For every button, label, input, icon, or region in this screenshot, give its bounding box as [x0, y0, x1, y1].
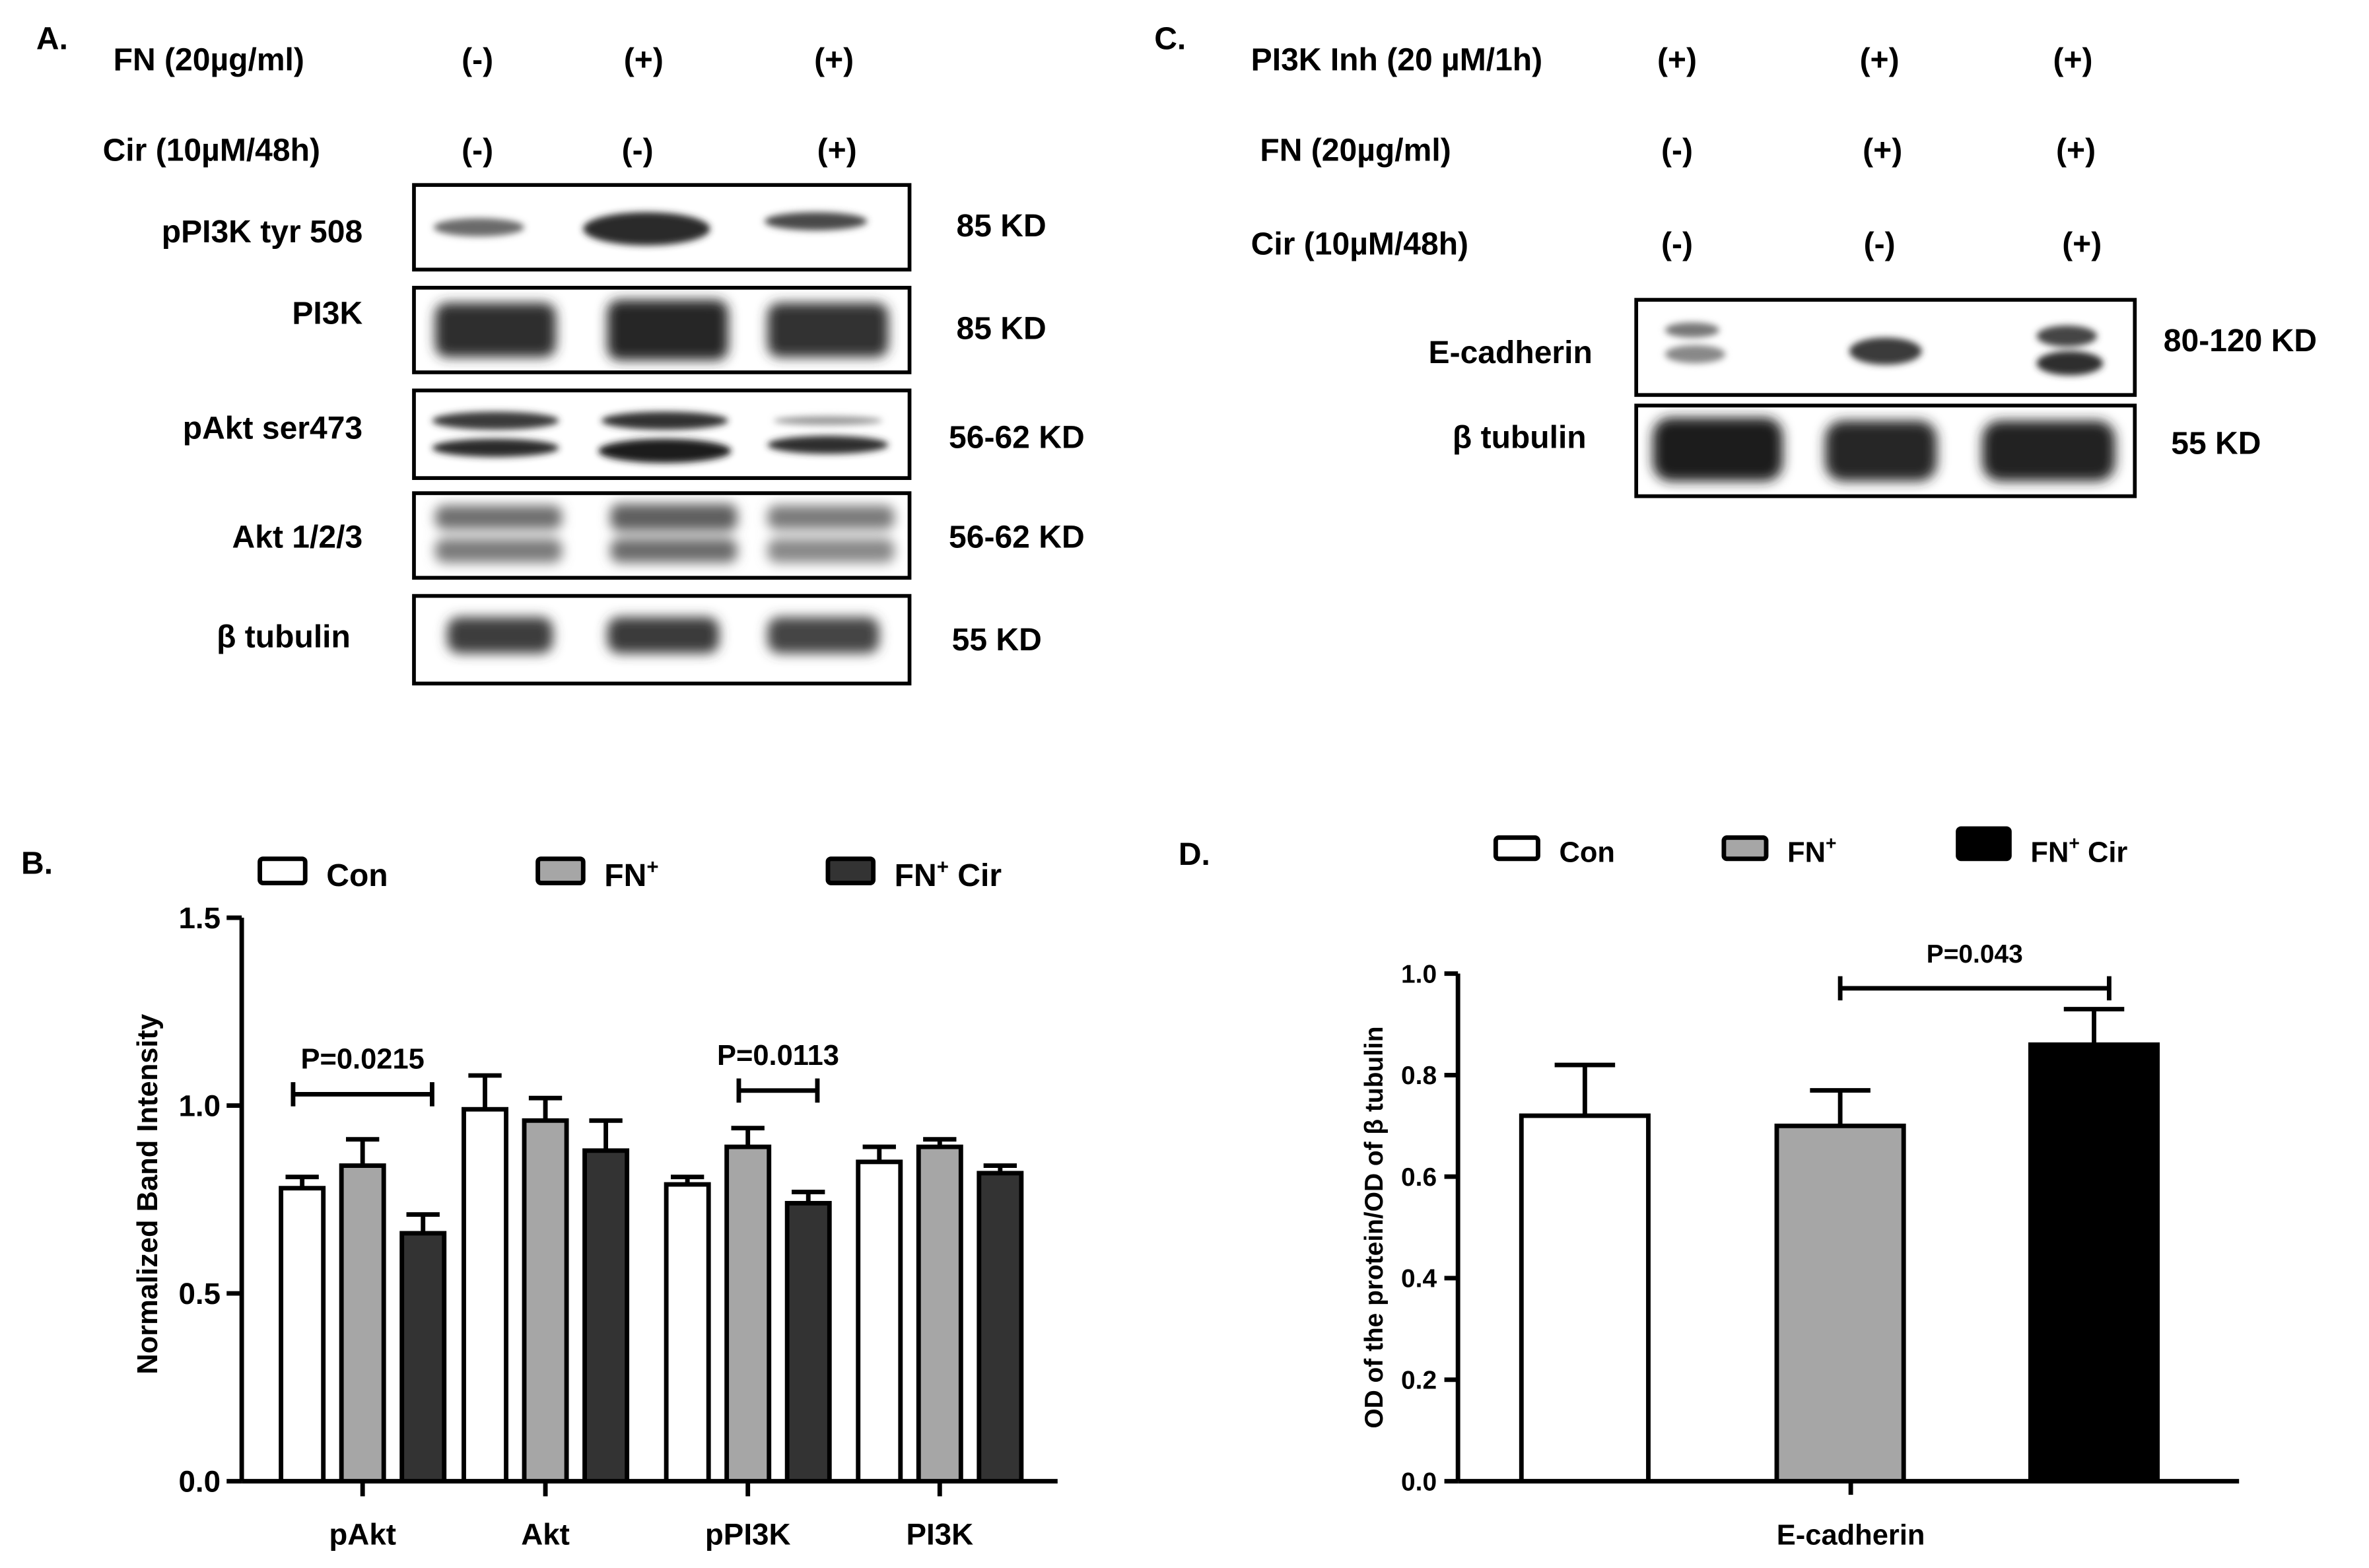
c-cond-cir-lane1: (-): [1661, 226, 1693, 261]
b-legend-2-label: FN+ Cir: [895, 856, 1002, 893]
b-p-value: P=0.0113: [717, 1040, 839, 1072]
c-cond-fn-lane3: (+): [2056, 133, 2096, 168]
blot-tubulin-c-bands: [1653, 417, 2115, 481]
a-cond-cir-lane2: (-): [622, 133, 654, 168]
c-cond-fn-lane1: (-): [1661, 133, 1693, 168]
d-y-axis-label: OD of the protein/OD of β tubulin: [1360, 1027, 1389, 1429]
b-bar: [279, 1186, 326, 1483]
b-bar: [462, 1107, 509, 1483]
blot-size-akt: 56-62 KD: [949, 520, 1085, 555]
d-p-value: P=0.043: [1927, 940, 2023, 969]
d-y-tick-label: 0.2: [1401, 1366, 1437, 1394]
panel-b-chart: B. Normalized Band Intensity 0.0 0.5 1.0 1.…: [21, 846, 1058, 1551]
c-cond-label-cir: Cir (10µM/48h): [1251, 226, 1468, 261]
panel-c: C. PI3K Inh (20 µM/1h) (+) (+) (+) FN (2…: [1154, 21, 2317, 498]
c-cond-inh-lane1: (+): [1657, 42, 1697, 77]
d-bar: [1519, 1113, 1651, 1483]
c-cond-label-inh: PI3K Inh (20 µM/1h): [1251, 42, 1542, 77]
b-x-tick-label: pAkt: [329, 1518, 396, 1551]
b-bar: [724, 1144, 772, 1483]
blot-size-pakt: 56-62 KD: [949, 420, 1085, 455]
b-legend-1-label: FN+: [604, 856, 658, 893]
d-y-tick-label: 0.4: [1401, 1265, 1437, 1293]
d-legend-0-swatch: [1493, 835, 1540, 862]
b-bar: [856, 1159, 903, 1483]
b-bar: [399, 1231, 447, 1483]
panel-a-letter: A.: [36, 21, 68, 56]
b-bar: [916, 1144, 963, 1483]
blot-pakt: [412, 388, 912, 480]
b-y-tick-label: 0.0: [178, 1465, 221, 1499]
d-bar: [2028, 1042, 2160, 1483]
b-bar: [582, 1148, 630, 1483]
d-bar: [1774, 1123, 1906, 1483]
blot-size-ecad: 80-120 KD: [2164, 324, 2317, 358]
b-x-tick-label: pPI3K: [705, 1518, 791, 1551]
d-x-axis-label: E-cadherin: [1777, 1520, 1925, 1551]
blot-label-tubulin-c: β tubulin: [1453, 420, 1587, 455]
d-y-tick-label: 1.0: [1401, 960, 1437, 988]
b-bar: [339, 1163, 386, 1483]
panel-c-letter: C.: [1154, 21, 1186, 56]
blot-label-ecad: E-cadherin: [1429, 335, 1593, 370]
c-cond-cir-lane3: (+): [2062, 226, 2102, 261]
blot-label-ppi3k: pPI3K tyr 508: [162, 215, 362, 250]
b-y-tick-label: 1.5: [178, 901, 221, 935]
blot-pakt-bands: [432, 411, 889, 463]
blot-akt-bands: [435, 504, 895, 563]
blot-size-tubulin-c: 55 KD: [2171, 426, 2261, 461]
blot-tubulin-a-bands: [447, 617, 879, 654]
d-legend-2-label: FN+ Cir: [2030, 833, 2127, 868]
c-cond-inh-lane3: (+): [2053, 42, 2092, 77]
a-cond-fn-lane2: (+): [624, 42, 664, 77]
b-p-value: P=0.0215: [301, 1044, 425, 1075]
blot-pi3k-bands: [435, 300, 889, 360]
blot-label-pakt: pAkt ser473: [183, 411, 362, 446]
d-y-tick-label: 0.8: [1401, 1062, 1437, 1090]
blot-label-tubulin-a: β tubulin: [217, 619, 351, 654]
b-legend-2-swatch: [825, 856, 876, 885]
b-legend-0-swatch: [258, 856, 308, 885]
d-legend-0-label: Con: [1559, 836, 1615, 868]
panel-d-letter: D.: [1179, 837, 1210, 872]
b-y-tick-label: 1.0: [178, 1089, 221, 1123]
c-cond-cir-lane2: (-): [1864, 226, 1896, 261]
b-bar: [664, 1182, 711, 1483]
b-bar: [522, 1118, 569, 1483]
d-legend-2-swatch: [1956, 826, 2012, 862]
b-y-tick-label: 0.5: [178, 1277, 221, 1311]
blot-size-tubulin-a: 55 KD: [952, 623, 1042, 658]
c-cond-label-fn: FN (20µg/ml): [1260, 133, 1451, 168]
panel-b-letter: B.: [21, 846, 53, 881]
blot-ppi3k-bands: [433, 212, 868, 246]
b-x-tick-label: PI3K: [906, 1518, 973, 1551]
a-cond-cir-lane3: (+): [817, 133, 857, 168]
blot-label-akt: Akt 1/2/3: [232, 520, 363, 555]
d-legend-1-swatch: [1721, 835, 1769, 862]
b-bar: [977, 1171, 1024, 1483]
a-cond-label-cir: Cir (10µM/48h): [103, 133, 320, 168]
c-cond-inh-lane2: (+): [1860, 42, 1900, 77]
blot-size-pi3k: 85 KD: [956, 312, 1046, 347]
blot-ecad-bands: [1665, 322, 2104, 376]
a-cond-fn-lane1: (-): [462, 42, 493, 77]
panel-a: A. FN (20µg/ml) (-) (+) (+) Cir (10µM/48…: [36, 21, 1085, 686]
d-y-tick-label: 0.6: [1401, 1163, 1437, 1192]
blot-label-pi3k: PI3K: [292, 296, 362, 331]
c-cond-fn-lane2: (+): [1863, 133, 1902, 168]
a-cond-cir-lane1: (-): [462, 133, 493, 168]
d-legend-1-label: FN+: [1787, 833, 1836, 868]
b-x-tick-label: Akt: [521, 1518, 570, 1551]
blot-size-ppi3k: 85 KD: [956, 209, 1046, 244]
b-legend-0-label: Con: [326, 858, 388, 893]
b-y-axis-label: Normalized Band Intensity: [132, 1014, 164, 1375]
b-legend-1-swatch: [535, 856, 586, 885]
panel-d-chart: D. OD of the protein/OD of β tubulin E-c…: [1179, 826, 2240, 1551]
a-cond-fn-lane3: (+): [814, 42, 854, 77]
a-cond-label-fn: FN (20µg/ml): [114, 42, 304, 77]
b-bar: [784, 1201, 832, 1483]
d-y-tick-label: 0.0: [1401, 1468, 1437, 1496]
